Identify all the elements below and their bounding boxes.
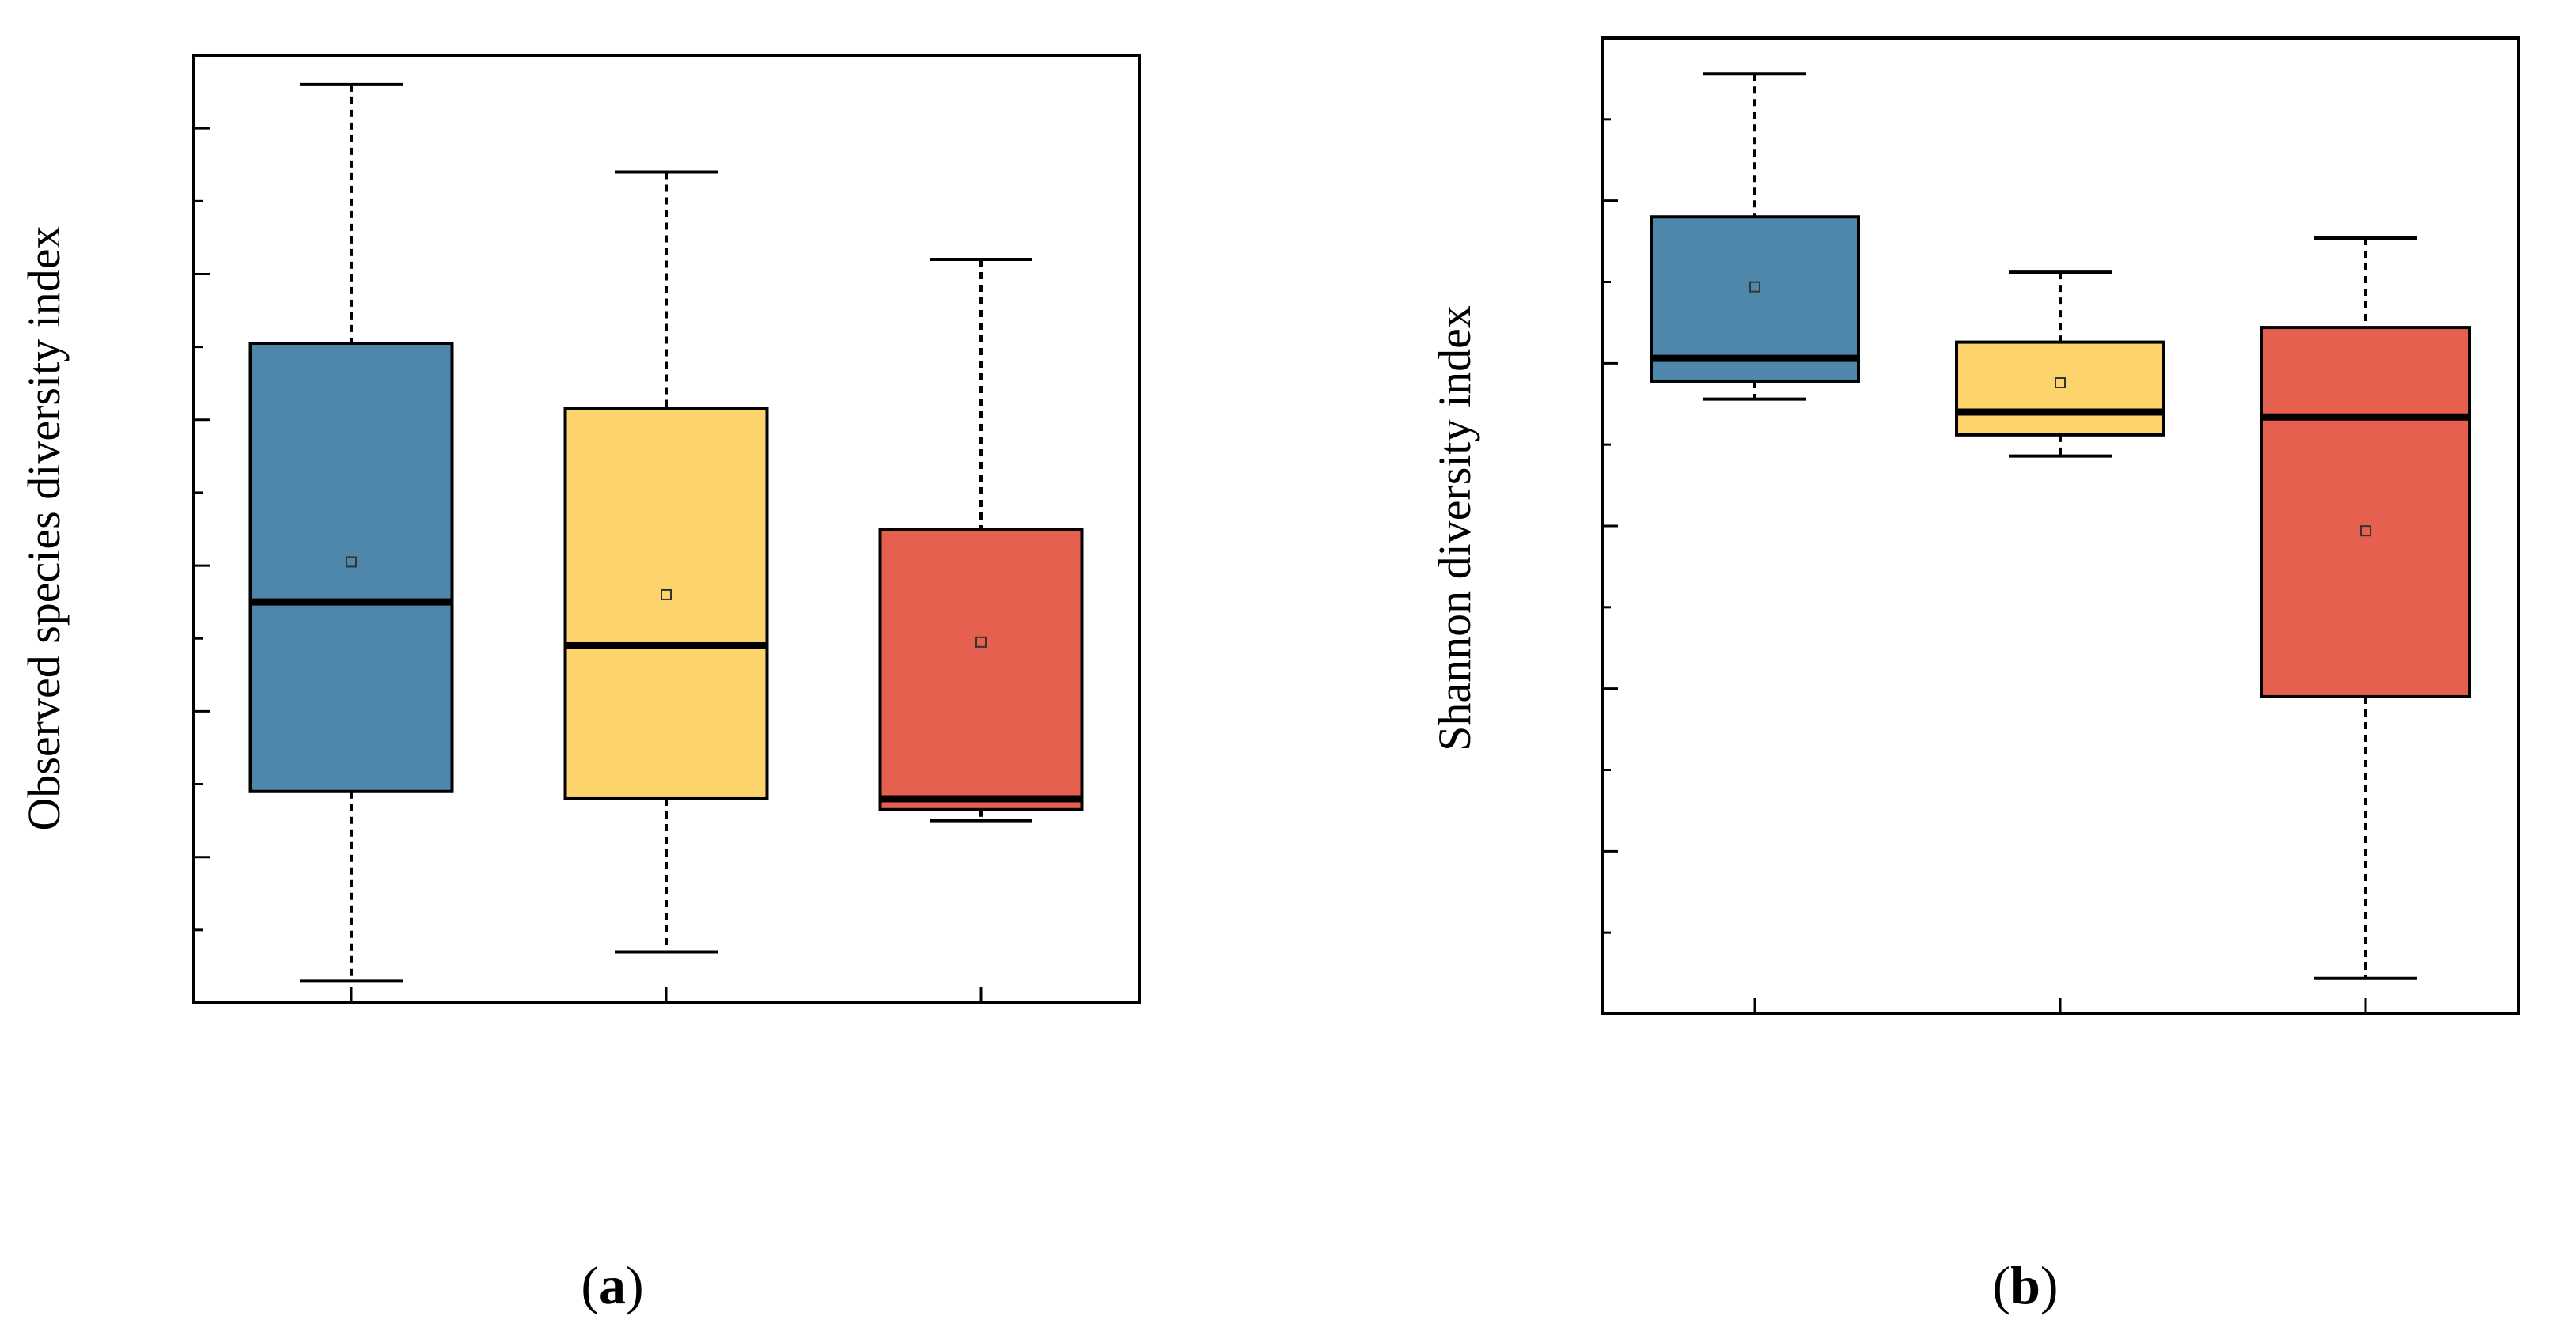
panel-b-box-5a bbox=[2260, 326, 2471, 698]
panel-b-mean-marker-5a bbox=[2360, 525, 2371, 537]
panel-b-mean-marker-3a bbox=[2055, 377, 2066, 389]
panel-b-plot-area bbox=[1601, 36, 2520, 1015]
panel-b-box-3a bbox=[1955, 340, 2165, 437]
panel-a-mean-marker-1a bbox=[346, 556, 357, 568]
panel-b-y-axis-label: Shannon diversity index bbox=[1429, 305, 1480, 751]
panel-b-mean-marker-1a bbox=[1749, 281, 1760, 293]
panel-a-mean-marker-3a bbox=[661, 588, 672, 600]
panel-a-label: (a) bbox=[581, 1255, 643, 1315]
panel-a-y-axis-label: Observed species diversity index bbox=[18, 225, 70, 830]
panel-b-boxplot: Shannon diversity index (b) bbox=[1429, 36, 2520, 1315]
panel-a-box-5a bbox=[878, 528, 1084, 811]
panel-a-mean-marker-5a bbox=[975, 636, 987, 648]
panel-b-label: (b) bbox=[1992, 1255, 2058, 1315]
panel-a-box-3a bbox=[563, 407, 769, 800]
panel-b-box-1a bbox=[1650, 215, 1860, 383]
panel-a-plot-area bbox=[192, 54, 1141, 1004]
panel-a-boxplot: Observed species diversity index (a) bbox=[18, 54, 1141, 1315]
